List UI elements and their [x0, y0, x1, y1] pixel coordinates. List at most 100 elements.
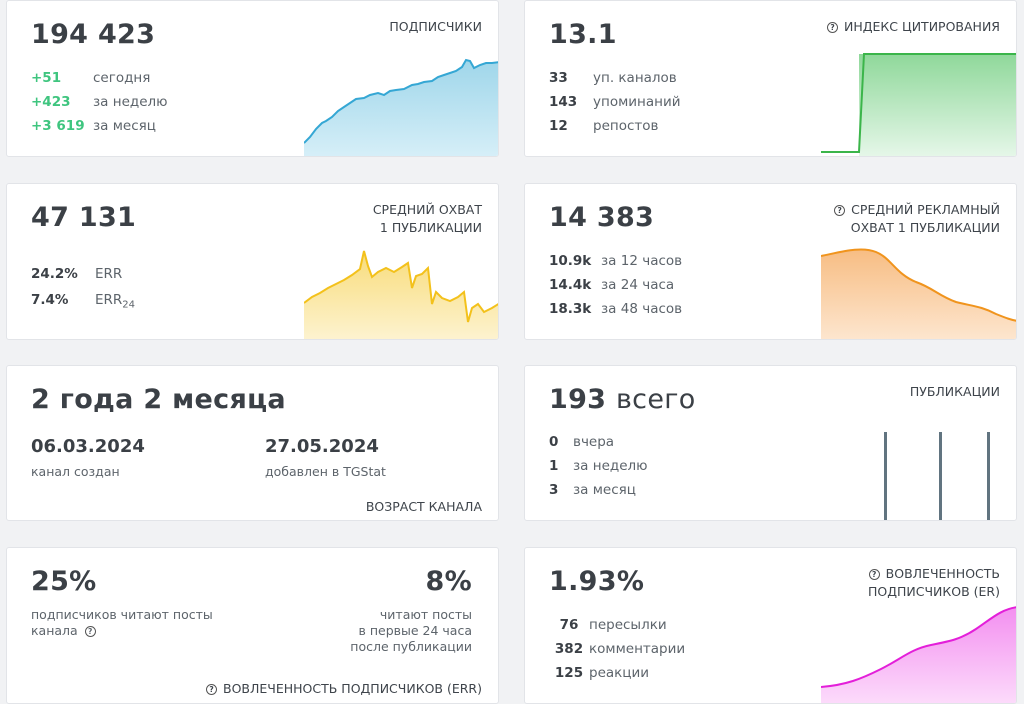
reach-title: СРЕДНИЙ ОХВАТ 1 ПУБЛИКАЦИИ	[373, 201, 482, 237]
stat-row: 3 за месяц	[549, 482, 636, 498]
stat-value: 12	[549, 118, 568, 134]
stat-label: реакции	[589, 665, 650, 681]
question-circle-icon[interactable]: ?	[827, 22, 839, 33]
err24-row: 7.4% ERR24	[31, 292, 135, 311]
stat-value: 0	[549, 434, 559, 450]
stat-label: упоминаний	[593, 94, 681, 110]
stat-label: пересылки	[589, 617, 667, 633]
ad-reach-title-line: ОХВАТ 1 ПУБЛИКАЦИИ	[850, 220, 1000, 235]
stat-row: 0 вчера	[549, 434, 614, 450]
age-card[interactable]: 2 года 2 месяца 06.03.2024 канал создан …	[6, 365, 499, 521]
readers-left-value: 25%	[31, 566, 97, 597]
ad-reach-sparkline	[821, 248, 1016, 339]
question-circle-icon[interactable]: ?	[206, 684, 217, 695]
readers-right-value: 8%	[425, 566, 472, 597]
posts-total-value: 193	[549, 384, 607, 415]
citation-index: 13.1	[549, 19, 617, 50]
stat-row: +3 619 за месяц	[31, 118, 156, 134]
subscribers-card[interactable]: 194 423 ПОДПИСЧИКИ +51 сегодня +423 за нед…	[6, 0, 499, 157]
stat-value: 3	[549, 482, 559, 498]
posts-sparkline	[884, 432, 990, 520]
subscribers-sparkline	[304, 58, 498, 156]
stat-value: 76	[559, 617, 579, 633]
stat-row: 125 реакции	[549, 665, 649, 681]
stat-row: 1 за неделю	[549, 458, 648, 474]
stat-value: 1	[549, 458, 559, 474]
err24-label: ERR	[95, 292, 123, 308]
engagement-card[interactable]: 1.93% ? ВОВЛЕЧЕННОСТЬ ПОДПИСЧИКОВ (ER) 76 п…	[524, 547, 1017, 704]
created-date: 06.03.2024	[31, 436, 145, 457]
ad-reach-value: 14 383	[549, 202, 655, 233]
stat-label: репостов	[593, 118, 659, 134]
posts-total-suffix: всего	[615, 384, 696, 415]
stat-value: 382	[554, 641, 584, 657]
stat-value: 143	[549, 94, 578, 110]
question-circle-icon[interactable]: ?	[868, 569, 880, 580]
stat-row: 76 пересылки	[549, 617, 667, 633]
readers-right-line: после публикации	[350, 639, 472, 654]
stat-value: 14.4k	[549, 277, 592, 293]
stat-label: сегодня	[93, 70, 151, 86]
stat-row: +51 сегодня	[31, 70, 150, 86]
stat-label: за 24 часа	[601, 277, 675, 293]
readers-card[interactable]: 25% подписчиков читают посты канала ? 8% …	[6, 547, 499, 704]
question-circle-icon[interactable]: ?	[834, 205, 846, 216]
citation-sparkline	[821, 53, 1016, 156]
age-title: ВОЗРАСТ КАНАЛА	[365, 499, 482, 514]
reach-title-line: 1 ПУБЛИКАЦИИ	[379, 220, 482, 235]
citation-card[interactable]: 13.1 ? ИНДЕКС ЦИТИРОВАНИЯ 33 уп. каналов 1…	[524, 0, 1017, 157]
posts-card[interactable]: 193 всего ПУБЛИКАЦИИ 0 вчера 1 за неделю 3…	[524, 365, 1017, 521]
err24-subscript: 24	[122, 299, 136, 311]
added-label: добавлен в TGStat	[265, 464, 386, 479]
reach-card[interactable]: 47 131 СРЕДНИЙ ОХВАТ 1 ПУБЛИКАЦИИ 24.2% ER…	[6, 183, 499, 340]
stat-label: вчера	[573, 434, 615, 450]
stat-label: комментарии	[589, 641, 686, 657]
err-value: 24.2%	[31, 266, 78, 282]
engagement-title-line: ПОДПИСЧИКОВ (ER)	[867, 584, 1000, 599]
engagement-title-line: ВОВЛЕЧЕННОСТЬ	[885, 566, 1000, 581]
err-row: 24.2% ERR	[31, 266, 122, 282]
added-date-value: 27.05.2024	[265, 436, 379, 457]
reach-value: 47 131	[31, 202, 137, 233]
readers-right-line: в первые 24 часа	[358, 623, 473, 638]
ad-reach-title-line: СРЕДНИЙ РЕКЛАМНЫЙ	[851, 202, 1000, 217]
stat-row: 18.3k за 48 часов	[549, 301, 682, 317]
stat-row: 10.9k за 12 часов	[549, 253, 682, 269]
stat-row: 382 комментарии	[549, 641, 685, 657]
reach-title-line: СРЕДНИЙ ОХВАТ	[372, 202, 482, 217]
citation-title-text: ИНДЕКС ЦИТИРОВАНИЯ	[844, 19, 1000, 34]
ad-reach-title: ? СРЕДНИЙ РЕКЛАМНЫЙ ОХВАТ 1 ПУБЛИКАЦИИ	[834, 201, 1000, 237]
citation-title: ? ИНДЕКС ЦИТИРОВАНИЯ	[827, 18, 1000, 36]
stat-row: 33 уп. каналов	[549, 70, 677, 86]
readers-left-line: подписчиков читают посты	[31, 607, 213, 622]
engagement-title: ? ВОВЛЕЧЕННОСТЬ ПОДПИСЧИКОВ (ER)	[868, 565, 1000, 601]
readers-left-line: канала	[31, 623, 78, 638]
stat-row: 14.4k за 24 часа	[549, 277, 674, 293]
readers-right-text: читают посты в первые 24 часа после публик…	[350, 607, 472, 655]
posts-total: 193 всего	[549, 384, 696, 415]
ad-reach-card[interactable]: 14 383 ? СРЕДНИЙ РЕКЛАМНЫЙ ОХВАТ 1 ПУБЛИКА…	[524, 183, 1017, 340]
err-label: ERR	[95, 266, 123, 282]
stat-row: +423 за неделю	[31, 94, 168, 110]
stat-label: за 12 часов	[601, 253, 683, 269]
added-date: 27.05.2024	[265, 436, 379, 457]
posts-title: ПУБЛИКАЦИИ	[909, 384, 1000, 399]
stat-label: за 48 часов	[601, 301, 683, 317]
age-value: 2 года 2 месяца	[31, 384, 286, 415]
stat-label: за неделю	[573, 458, 648, 474]
subscribers-count: 194 423	[31, 19, 156, 50]
stat-value: 18.3k	[549, 301, 592, 317]
stat-label: за неделю	[93, 94, 168, 110]
created-date-value: 06.03.2024	[31, 436, 145, 457]
stat-row: 12 репостов	[549, 118, 658, 134]
stat-label: за месяц	[573, 482, 636, 498]
question-circle-icon[interactable]: ?	[84, 626, 96, 637]
err24-value: 7.4%	[31, 292, 69, 308]
engagement-value: 1.93%	[549, 566, 645, 597]
engagement-sparkline	[821, 606, 1016, 703]
created-label: канал создан	[31, 464, 120, 479]
stat-value: 10.9k	[549, 253, 592, 269]
subscribers-title: ПОДПИСЧИКИ	[389, 19, 482, 34]
readers-title: ? ВОВЛЕЧЕННОСТЬ ПОДПИСЧИКОВ (ERR)	[206, 680, 482, 698]
stat-value: 33	[549, 70, 568, 86]
